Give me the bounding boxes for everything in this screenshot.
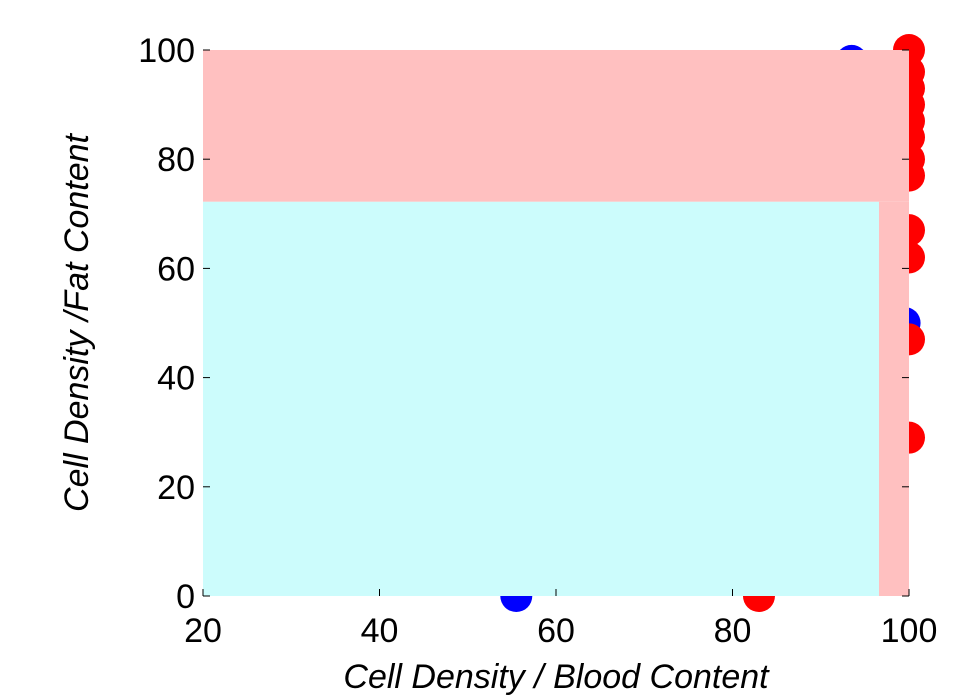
x-tick-label: 80 — [714, 612, 752, 650]
y-tick-label: 100 — [138, 32, 195, 70]
y-tick-label: 60 — [157, 250, 195, 288]
y-tick-label: 20 — [157, 469, 195, 507]
y-tick-label: 80 — [157, 141, 195, 179]
y-tick-label: 40 — [157, 360, 195, 398]
x-tick-label: 100 — [881, 612, 938, 650]
x-tick-label: 40 — [361, 612, 399, 650]
decision-region — [203, 201, 879, 596]
decision-region — [203, 50, 909, 202]
decision-region — [878, 201, 909, 596]
x-axis-label: Cell Density / Blood Content — [343, 658, 770, 696]
y-tick-label: 0 — [176, 578, 195, 616]
y-axis-label: Cell Density /Fat Content — [58, 132, 96, 511]
x-tick-label: 60 — [537, 612, 575, 650]
x-tick-label: 20 — [184, 612, 222, 650]
